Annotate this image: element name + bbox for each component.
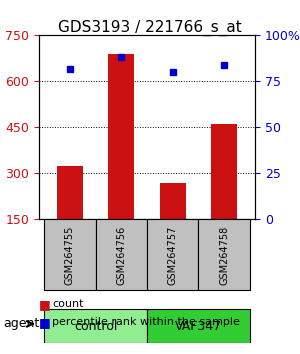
Text: GDS3193 / 221766_s_at: GDS3193 / 221766_s_at <box>58 20 242 36</box>
Text: GSM264755: GSM264755 <box>65 225 75 285</box>
FancyBboxPatch shape <box>44 219 96 290</box>
Text: percentile rank within the sample: percentile rank within the sample <box>52 317 240 327</box>
FancyBboxPatch shape <box>147 219 198 290</box>
Text: ■: ■ <box>39 316 51 329</box>
FancyBboxPatch shape <box>44 309 147 343</box>
Text: GSM264757: GSM264757 <box>168 225 178 285</box>
Text: ■: ■ <box>39 298 51 311</box>
Text: control: control <box>74 320 117 332</box>
Bar <box>57 166 83 219</box>
Bar <box>211 124 237 219</box>
Bar <box>108 54 134 219</box>
FancyBboxPatch shape <box>147 309 250 343</box>
FancyBboxPatch shape <box>96 219 147 290</box>
FancyBboxPatch shape <box>198 219 250 290</box>
Text: count: count <box>52 299 84 309</box>
Bar <box>160 183 186 219</box>
Text: GSM264756: GSM264756 <box>116 225 126 285</box>
Text: agent: agent <box>3 318 39 330</box>
Text: GSM264758: GSM264758 <box>219 225 229 285</box>
Text: VAF347: VAF347 <box>175 320 222 332</box>
